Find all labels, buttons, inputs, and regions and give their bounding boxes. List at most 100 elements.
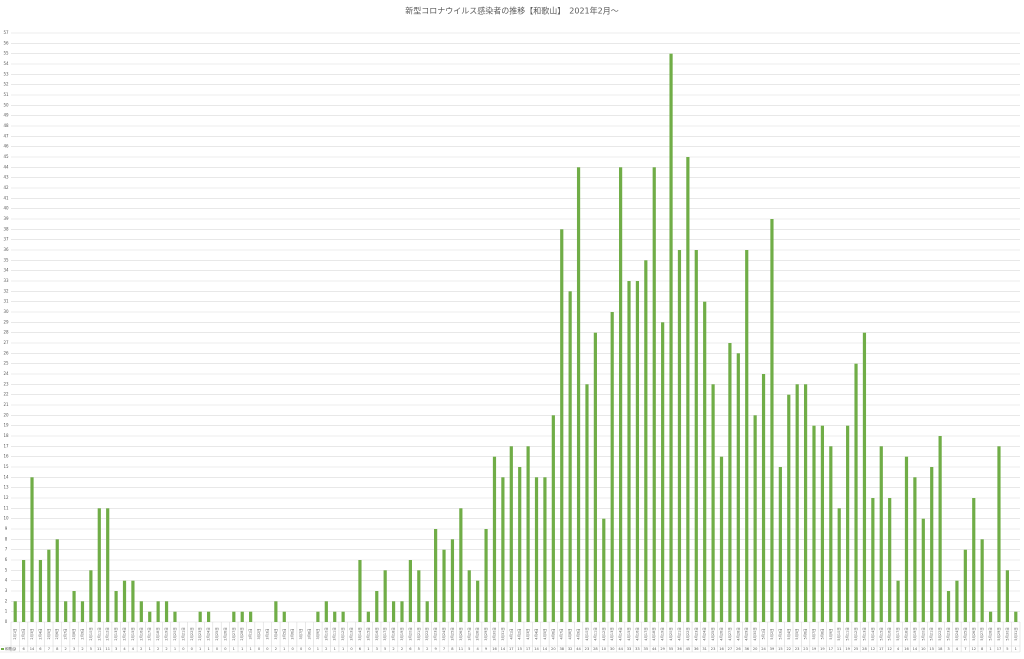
- x-tick-label: 3月23日: [434, 627, 438, 640]
- table-value: 19: [812, 647, 817, 651]
- table-value: 35: [644, 647, 649, 651]
- y-tick-label: 30: [3, 309, 9, 314]
- y-tick-label: 15: [3, 464, 9, 469]
- y-tick-label: 7: [5, 547, 8, 552]
- table-value: 15: [929, 647, 934, 651]
- bar: [862, 332, 867, 622]
- y-tick-label: 28: [3, 330, 9, 335]
- bar: [89, 570, 93, 622]
- table-value: 0: [216, 647, 219, 651]
- bar: [366, 611, 370, 622]
- bar: [728, 343, 732, 622]
- x-tick-label: 3月19日: [400, 627, 404, 640]
- bar: [114, 591, 118, 622]
- x-tick-label: 4月19日: [661, 627, 665, 640]
- x-tick-label: 3月5日: [282, 628, 286, 639]
- table-value: 7: [48, 647, 50, 651]
- x-tick-label: 2月25日: [215, 627, 219, 640]
- table-value: 16: [492, 647, 497, 651]
- x-tick-label: 2月11日: [97, 627, 101, 640]
- table-value: 3: [376, 647, 378, 651]
- bar: [30, 477, 34, 622]
- y-tick-label: 16: [3, 454, 9, 459]
- x-tick-label: 4月5日: [543, 628, 547, 639]
- bar: [240, 611, 244, 622]
- table-value: 16: [904, 647, 909, 651]
- x-tick-label: 5月24日: [955, 627, 959, 640]
- x-tick-label: 5月1日: [762, 628, 766, 639]
- table-value: 3: [947, 647, 949, 651]
- table-value: 10: [921, 647, 926, 651]
- table-value: 4: [477, 647, 480, 651]
- x-tick-label: 3月27日: [467, 627, 471, 640]
- bar: [795, 384, 799, 622]
- table-value: 31: [702, 647, 707, 651]
- table-value: 9: [485, 647, 488, 651]
- x-tick-label: 3月16日: [375, 627, 379, 640]
- table-value: 10: [601, 647, 606, 651]
- table-value: 3: [115, 647, 117, 651]
- bar: [997, 446, 1001, 622]
- x-tick-label: 4月23日: [694, 627, 698, 640]
- bar: [358, 560, 362, 622]
- x-tick-label: 2月17日: [148, 627, 152, 640]
- x-tick-label: 5月11日: [846, 627, 850, 640]
- bar: [459, 508, 463, 622]
- table-value: 36: [677, 647, 682, 651]
- bar: [442, 549, 446, 622]
- y-tick-label: 10: [3, 516, 9, 521]
- y-tick-label: 41: [3, 195, 9, 200]
- y-tick-label: 52: [3, 82, 9, 87]
- table-value: 1: [317, 647, 319, 651]
- x-tick-label: 5月23日: [947, 627, 951, 640]
- bar: [627, 281, 631, 622]
- bar: [106, 508, 110, 622]
- table-value: 5: [1006, 647, 1008, 651]
- x-tick-label: 4月26日: [720, 627, 724, 640]
- bar: [871, 498, 875, 622]
- bar: [694, 250, 698, 622]
- table-value: 2: [157, 647, 159, 651]
- bar: [274, 601, 278, 622]
- y-tick-label: 48: [3, 123, 9, 128]
- bar: [501, 477, 505, 622]
- bar: [534, 477, 539, 622]
- table-value: 0: [258, 647, 261, 651]
- bar: [425, 601, 429, 622]
- table-value: 8: [981, 647, 984, 651]
- bar: [686, 157, 690, 622]
- legend-label: 和歌山: [5, 646, 16, 651]
- table-value: 3: [73, 647, 75, 651]
- y-tick-label: 14: [3, 474, 9, 479]
- x-tick-label: 5月12日: [854, 627, 858, 640]
- bar: [148, 611, 152, 622]
- x-tick-label: 5月27日: [980, 627, 984, 640]
- bar: [324, 601, 328, 622]
- bar: [1005, 570, 1009, 622]
- x-tick-label: 2月18日: [156, 627, 160, 640]
- table-value: 44: [652, 647, 657, 651]
- table-value: 5: [384, 647, 386, 651]
- x-tick-label: 5月31日: [1014, 627, 1018, 640]
- y-tick-label: 56: [3, 40, 9, 45]
- table-value: 17: [526, 647, 531, 651]
- table-value: 1: [989, 647, 991, 651]
- x-tick-label: 2月12日: [106, 627, 110, 640]
- x-tick-label: 4月20日: [669, 627, 673, 640]
- bar: [22, 560, 26, 622]
- table-value: 15: [778, 647, 783, 651]
- table-value: 8: [451, 647, 454, 651]
- table-value: 17: [997, 647, 1002, 651]
- x-tick-label: 2月28日: [240, 627, 244, 640]
- bar: [375, 591, 379, 622]
- y-tick-label: 36: [3, 247, 9, 252]
- bar: [644, 260, 648, 622]
- table-value: 4: [132, 647, 135, 651]
- bar: [80, 601, 85, 622]
- bar: [391, 601, 396, 622]
- y-tick-label: 3: [5, 588, 8, 593]
- x-tick-label: 5月5日: [795, 628, 799, 639]
- bar: [778, 467, 782, 622]
